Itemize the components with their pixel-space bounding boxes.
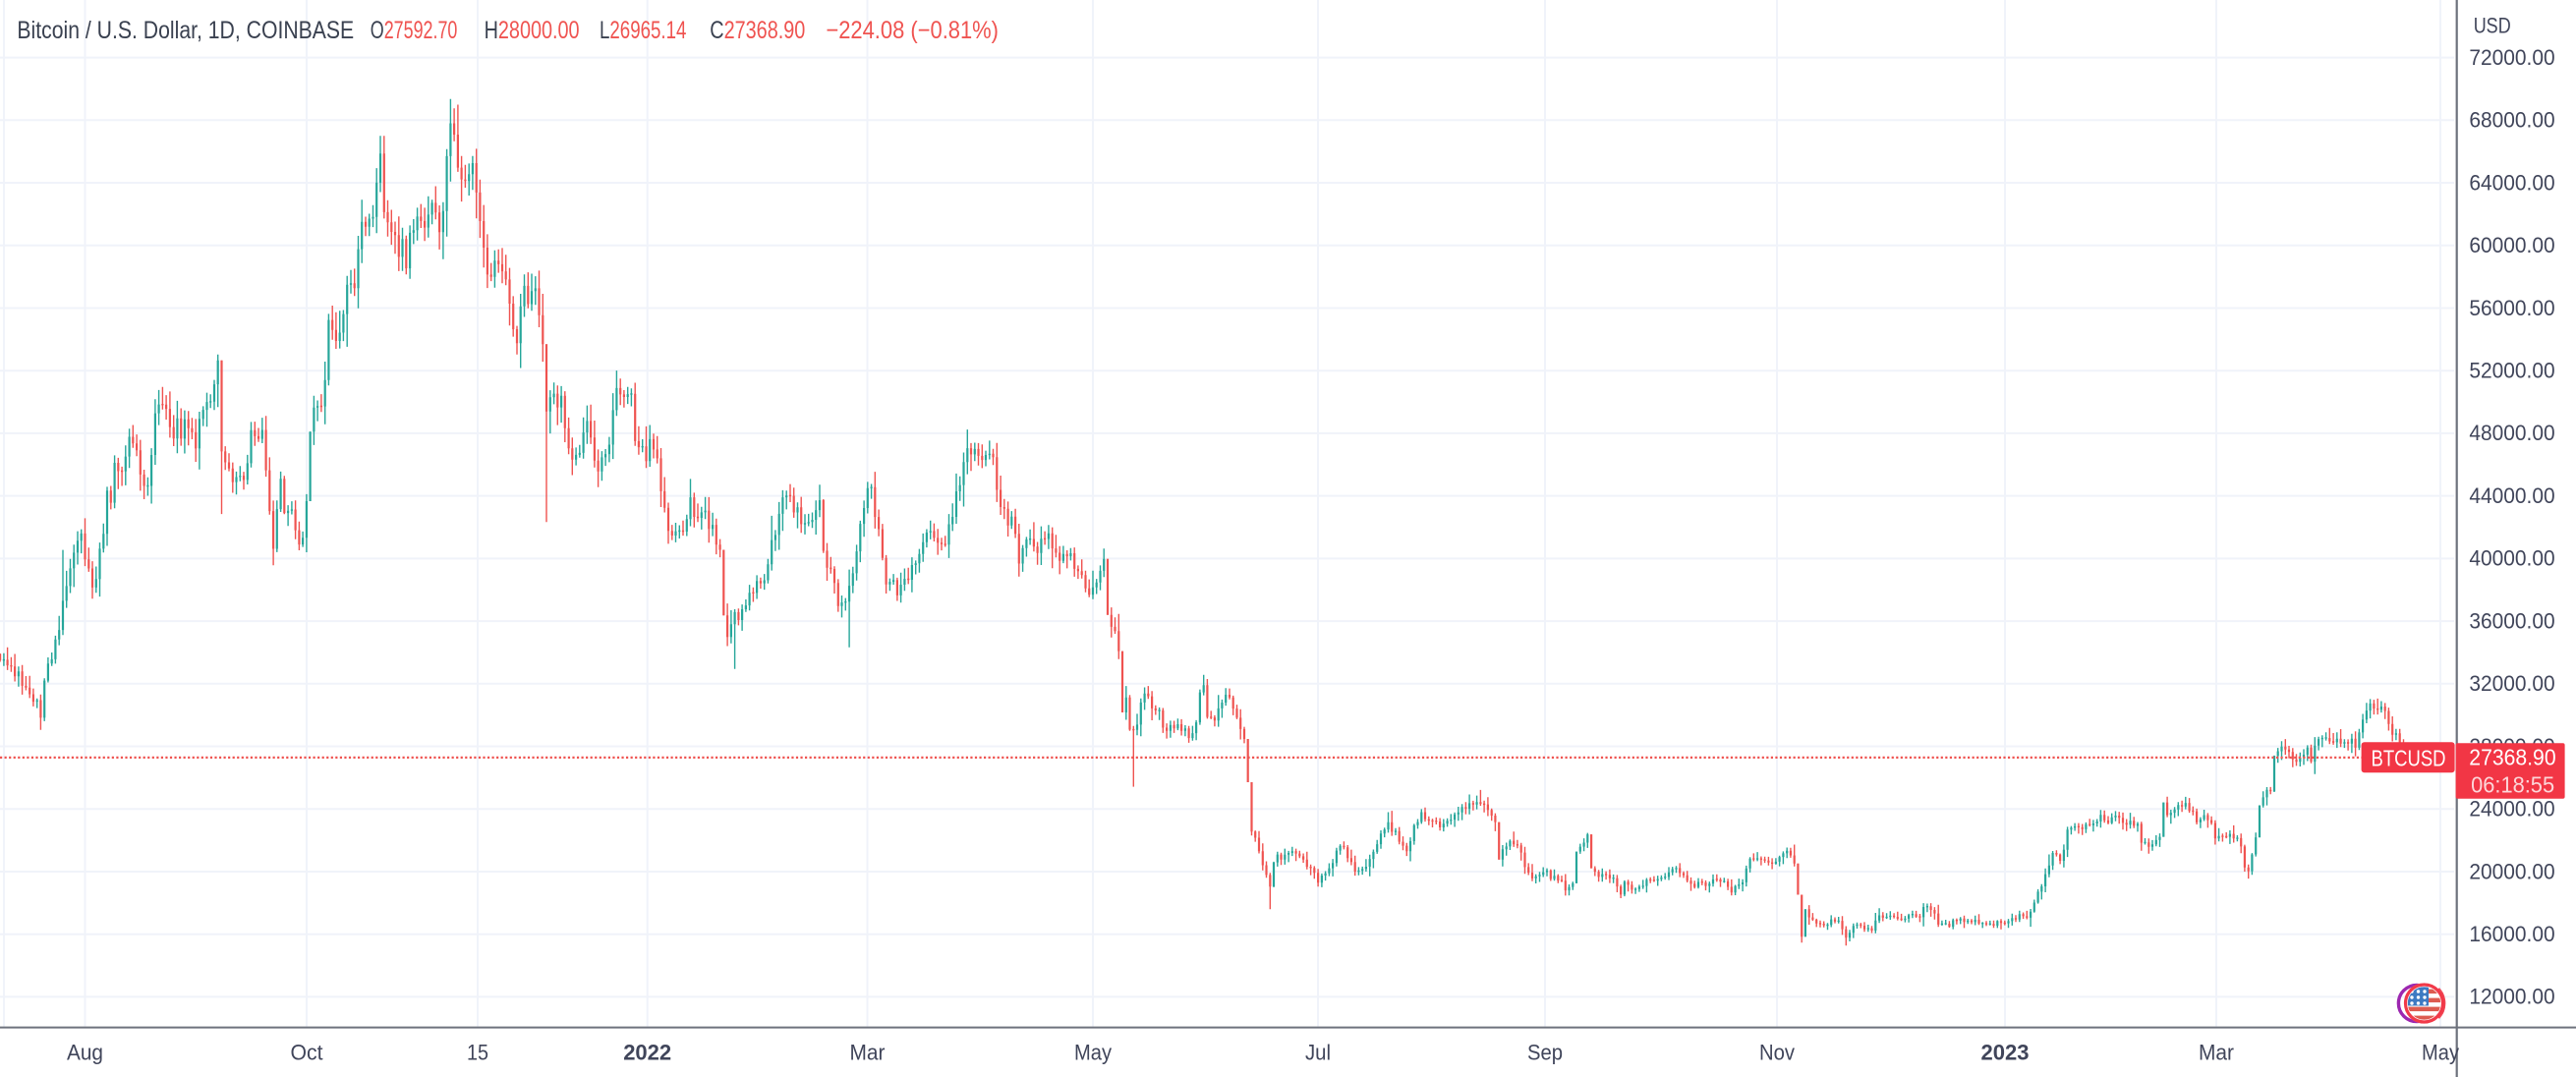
- svg-text:Oct: Oct: [291, 1041, 323, 1065]
- svg-text:24000.00: 24000.00: [2469, 797, 2554, 822]
- svg-text:Mar: Mar: [2199, 1041, 2234, 1065]
- svg-text:Sep: Sep: [1527, 1041, 1563, 1065]
- svg-text:−224.08 (−0.81%): −224.08 (−0.81%): [826, 17, 999, 44]
- svg-text:May: May: [1074, 1041, 1112, 1065]
- svg-text:16000.00: 16000.00: [2469, 922, 2554, 946]
- svg-text:27368.90: 27368.90: [2469, 745, 2555, 770]
- svg-text:BTCUSD: BTCUSD: [2372, 745, 2446, 770]
- svg-text:Jul: Jul: [1305, 1041, 1331, 1065]
- svg-text:Aug: Aug: [67, 1041, 103, 1065]
- svg-text:68000.00: 68000.00: [2469, 108, 2554, 133]
- svg-text:40000.00: 40000.00: [2469, 546, 2554, 571]
- svg-text:72000.00: 72000.00: [2469, 45, 2554, 70]
- svg-text:H28000.00: H28000.00: [485, 17, 580, 44]
- svg-text:52000.00: 52000.00: [2469, 359, 2554, 383]
- svg-text:C27368.90: C27368.90: [710, 17, 805, 44]
- svg-text:48000.00: 48000.00: [2469, 421, 2554, 445]
- svg-text:64000.00: 64000.00: [2469, 170, 2554, 195]
- svg-text:Nov: Nov: [1759, 1041, 1795, 1065]
- svg-text:36000.00: 36000.00: [2469, 608, 2554, 633]
- svg-text:32000.00: 32000.00: [2469, 671, 2554, 696]
- svg-text:15: 15: [467, 1041, 488, 1065]
- svg-text:May: May: [2422, 1041, 2459, 1065]
- svg-text:60000.00: 60000.00: [2469, 233, 2554, 257]
- svg-text:44000.00: 44000.00: [2469, 483, 2554, 508]
- svg-text:06:18:55: 06:18:55: [2471, 771, 2554, 797]
- svg-text:56000.00: 56000.00: [2469, 296, 2554, 320]
- svg-text:Mar: Mar: [850, 1041, 886, 1065]
- svg-text:2023: 2023: [1981, 1041, 2030, 1065]
- svg-text:L26965.14: L26965.14: [600, 17, 686, 44]
- svg-text:2022: 2022: [623, 1041, 671, 1065]
- svg-text:20000.00: 20000.00: [2469, 859, 2554, 883]
- svg-text:Bitcoin / U.S. Dollar, 1D, COI: Bitcoin / U.S. Dollar, 1D, COINBASE: [17, 17, 354, 44]
- svg-text:USD: USD: [2474, 14, 2511, 38]
- svg-text:O27592.70: O27592.70: [371, 17, 458, 44]
- svg-text:12000.00: 12000.00: [2469, 985, 2554, 1009]
